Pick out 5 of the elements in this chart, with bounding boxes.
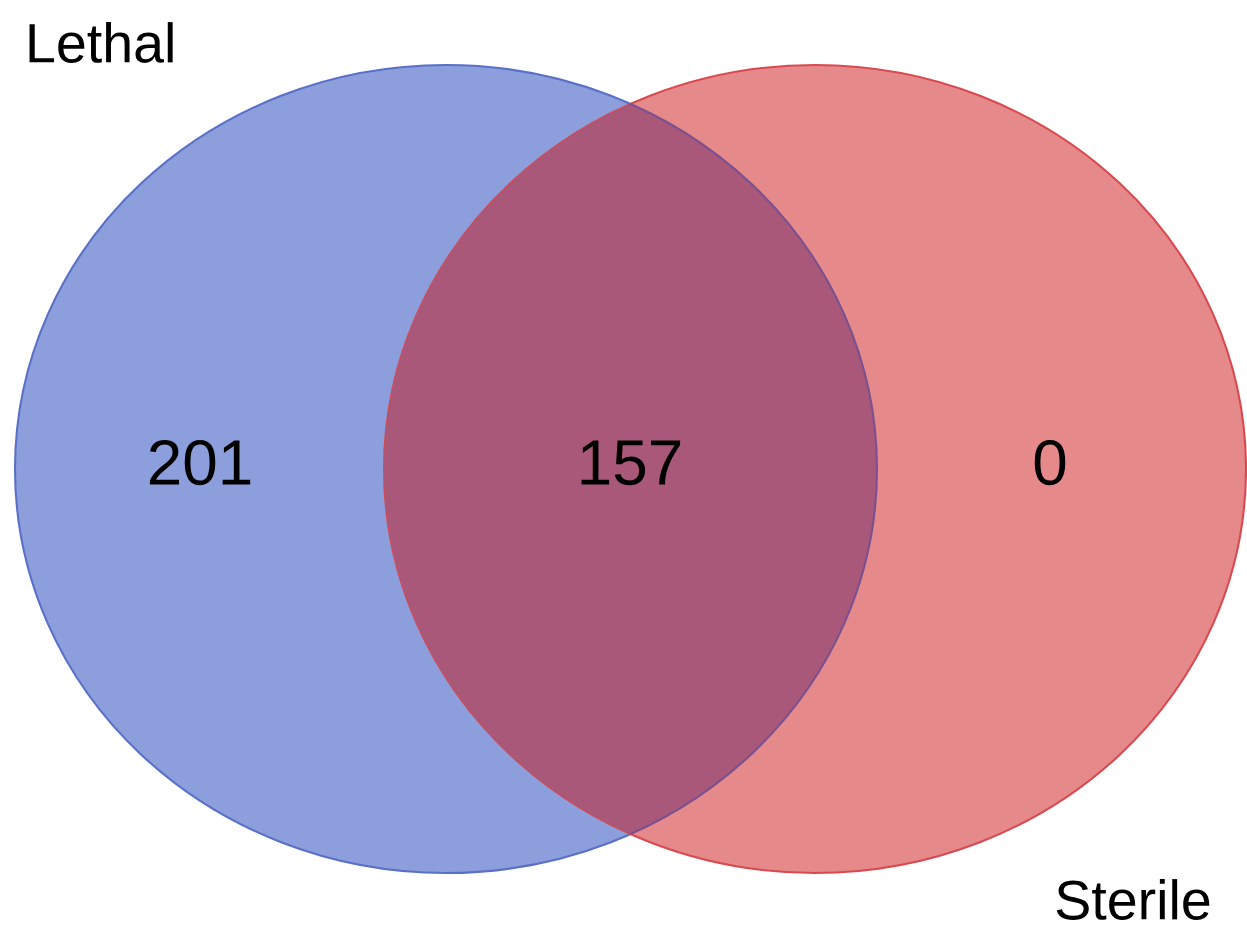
data-label: 201 [149,439,251,486]
text: Lethal [29,22,173,63]
data-label: 157 [581,440,681,486]
text: Sterile [1056,879,1210,920]
data-label: 0 [1034,439,1066,486]
